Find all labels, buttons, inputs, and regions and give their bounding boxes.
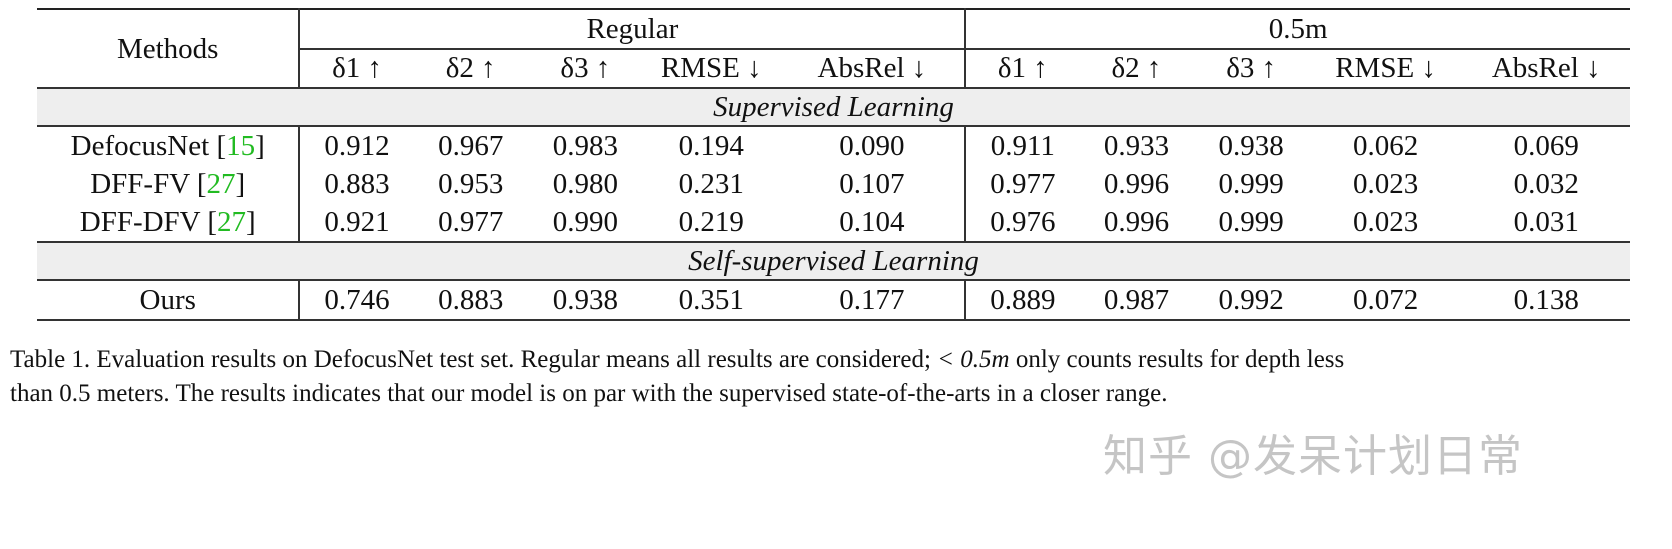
value-cell: 0.996	[1103, 168, 1170, 200]
metric-header: AbsRel ↓	[779, 48, 967, 89]
table-row: DefocusNet [15] 0.912 0.967 0.983 0.194 …	[37, 126, 1630, 165]
value-cell: 0.351	[642, 280, 780, 321]
method-cell: DFF-FV [27]	[37, 165, 301, 203]
super-header-row: Methods Regular 0.5m	[37, 8, 1630, 89]
caption-text: only counts results for depth less	[1009, 346, 1345, 373]
metric-header: δ2 ↑	[1079, 48, 1194, 89]
value-cell: 0.953	[438, 168, 504, 200]
value-cell: 0.933	[1103, 130, 1170, 162]
value-cell: 0.023	[1352, 168, 1419, 200]
section-title: Supervised Learning	[37, 88, 1630, 127]
group-header-05m: 0.5m	[965, 8, 1630, 49]
metric-header-row: δ1 ↑ δ2 ↑ δ3 ↑ RMSE ↓ AbsRel ↓ δ1 ↑ δ2 ↑…	[37, 48, 1630, 89]
value-cell: 0.999	[1218, 168, 1284, 200]
value-cell: 0.983	[552, 130, 618, 162]
value-cell: 0.990	[527, 203, 643, 243]
section-title: Self-supervised Learning	[37, 242, 1630, 281]
metric-header: δ3 ↑	[527, 48, 643, 89]
group-header-regular: Regular	[299, 8, 967, 49]
methods-header: Methods	[37, 8, 301, 89]
watermark: 知乎 @发呆计划日常	[1103, 431, 1523, 482]
group-header-05m-label: 0.5m	[1268, 13, 1328, 45]
citation-link[interactable]: 27	[206, 168, 236, 200]
table-row: DFF-FV [27] 0.883 0.953 0.980 0.231 0.10…	[37, 165, 1630, 203]
value-cell: 0.999	[1193, 203, 1309, 243]
value-cell: 0.980	[552, 168, 618, 200]
value-cell: 0.069	[1513, 130, 1579, 162]
value-cell: 0.938	[527, 280, 643, 321]
value-cell: 0.194	[678, 130, 744, 162]
value-cell: 0.032	[1513, 168, 1579, 200]
method-name: DFF-DFV	[79, 206, 201, 238]
value-cell: 0.090	[779, 126, 967, 165]
value-cell: 0.023	[1308, 203, 1463, 243]
section-band-supervised: Supervised Learning	[37, 88, 1630, 127]
caption-text: Table 1. Evaluation results on DefocusNe…	[10, 346, 938, 373]
value-cell: 0.889	[965, 280, 1080, 321]
value-cell: 0.911	[990, 130, 1055, 162]
value-cell: 0.072	[1308, 280, 1463, 321]
citation-link[interactable]: 15	[226, 130, 256, 162]
value-cell: 0.883	[413, 280, 528, 321]
table-caption: Table 1. Evaluation results on DefocusNe…	[10, 343, 1660, 411]
value-cell: 0.231	[678, 168, 744, 200]
value-cell: 0.938	[1218, 130, 1284, 162]
metric-header: δ2 ↑	[413, 48, 528, 89]
citation-link[interactable]: 27	[217, 206, 247, 238]
metric-header: RMSE ↓	[642, 48, 780, 89]
method-name: DefocusNet	[70, 130, 210, 162]
value-cell: 0.883	[324, 168, 390, 200]
value-cell: 0.219	[642, 203, 780, 243]
section-band-self-supervised: Self-supervised Learning	[37, 242, 1630, 281]
value-cell: 0.062	[1352, 130, 1419, 162]
value-cell: 0.746	[299, 280, 414, 321]
value-cell: 0.177	[779, 280, 967, 321]
value-cell: 0.912	[324, 130, 390, 162]
table-row: Ours 0.746 0.883 0.938 0.351 0.177 0.889…	[37, 280, 1630, 321]
metric-header: δ1 ↑	[965, 48, 1080, 89]
value-cell: 0.987	[1079, 280, 1194, 321]
value-cell: 0.992	[1193, 280, 1309, 321]
method-cell: DefocusNet [15]	[37, 126, 301, 165]
metric-header: RMSE ↓	[1308, 48, 1463, 89]
value-cell: 0.977	[990, 168, 1056, 200]
value-cell: 0.976	[965, 203, 1080, 243]
table-row: DFF-DFV [27] 0.921 0.977 0.990 0.219 0.1…	[37, 203, 1630, 243]
results-table: Methods Regular 0.5m δ1 ↑ δ2 ↑ δ3 ↑ RMSE…	[37, 8, 1630, 321]
metric-header: AbsRel ↓	[1462, 48, 1630, 89]
value-cell: 0.104	[779, 203, 967, 243]
value-cell: 0.107	[779, 165, 967, 203]
value-cell: 0.977	[413, 203, 528, 243]
metric-header: δ3 ↑	[1193, 48, 1309, 89]
method-cell: Ours	[37, 280, 301, 321]
value-cell: 0.031	[1462, 203, 1630, 243]
caption-text: than 0.5 meters. The results indicates t…	[10, 380, 1168, 407]
value-cell: 0.138	[1462, 280, 1630, 321]
method-name: DFF-FV	[90, 168, 190, 200]
caption-math: < 0.5m	[937, 346, 1010, 373]
method-cell: DFF-DFV [27]	[37, 203, 301, 243]
value-cell: 0.996	[1079, 203, 1194, 243]
value-cell: 0.967	[438, 130, 504, 162]
metric-header: δ1 ↑	[299, 48, 414, 89]
value-cell: 0.921	[299, 203, 414, 243]
